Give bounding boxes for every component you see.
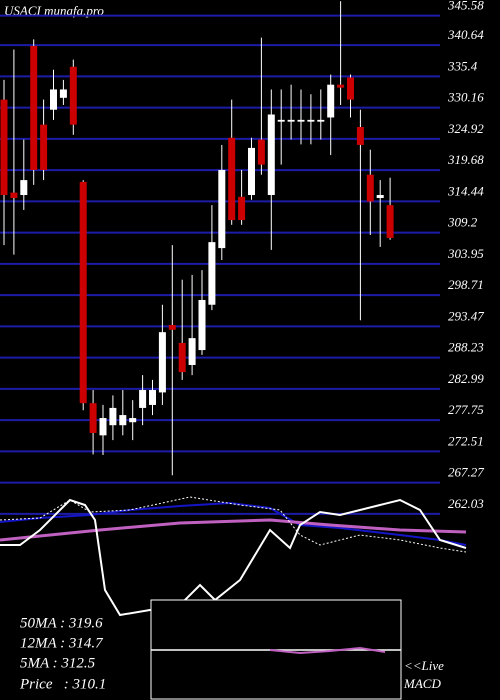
- y-tick-label: 288.23: [448, 340, 484, 355]
- candle-body: [168, 325, 176, 330]
- candle-body: [218, 169, 226, 249]
- indicator-lines: [0, 496, 467, 617]
- candle-body: [30, 45, 38, 170]
- candle-body: [317, 119, 325, 122]
- y-tick-label: 277.75: [448, 402, 484, 417]
- y-tick-label: 267.27: [448, 465, 484, 480]
- candle-body: [198, 299, 206, 351]
- y-tick-label: 293.47: [448, 308, 484, 323]
- y-tick-label: 340.64: [447, 27, 484, 42]
- candle-body: [119, 415, 127, 426]
- y-tick-label: 345.58: [447, 0, 484, 13]
- candle-body: [356, 127, 364, 145]
- candle-body: [327, 84, 335, 118]
- candle-body: [129, 418, 137, 423]
- y-tick-label: 272.51: [448, 433, 484, 448]
- y-tick-label: 319.68: [447, 152, 484, 167]
- candle-body: [257, 139, 265, 165]
- candle-body: [158, 332, 166, 393]
- candle-body: [337, 84, 345, 88]
- y-tick-label: 298.71: [448, 277, 484, 292]
- y-tick-label: 324.92: [447, 121, 484, 136]
- candle-body: [248, 147, 255, 196]
- y-tick-label: 314.44: [447, 183, 484, 198]
- y-tick-label: 330.16: [447, 90, 484, 105]
- candle-body: [228, 137, 236, 221]
- candle-body: [89, 403, 97, 433]
- candle-body: [0, 99, 8, 196]
- candle-body: [238, 196, 246, 221]
- candle-body: [366, 174, 374, 202]
- candle-body: [139, 390, 147, 408]
- candle-body: [297, 119, 305, 122]
- candle-body: [188, 338, 196, 365]
- y-tick-label: 309.2: [447, 215, 478, 230]
- ma-line: [0, 518, 467, 542]
- candle-body: [10, 192, 18, 198]
- candle-body: [50, 89, 57, 110]
- chart-title: USACI munafa.pro: [4, 3, 104, 18]
- ma50: 50MA : 319.6: [20, 615, 103, 631]
- candle-body: [208, 242, 216, 305]
- candle-body: [376, 195, 384, 198]
- candle-body: [99, 418, 107, 436]
- ma12: 12MA : 314.7: [20, 635, 104, 651]
- candle-body: [267, 114, 275, 196]
- y-tick-label: 262.03: [448, 496, 484, 511]
- candle-body: [69, 66, 77, 125]
- candle-body: [40, 124, 48, 170]
- candle-body: [20, 180, 28, 196]
- candle-body: [287, 119, 295, 122]
- macd-line: [0, 498, 467, 617]
- macd-signal: [269, 646, 386, 655]
- macd-label: MACD: [403, 676, 441, 691]
- candle-body: [149, 390, 156, 405]
- candle-body: [178, 342, 186, 373]
- candle-body: [307, 119, 315, 122]
- ma-line: [0, 501, 467, 546]
- ma5: 5MA : 312.5: [20, 655, 96, 671]
- candle-body: [109, 407, 117, 426]
- candle-body: [59, 89, 67, 98]
- y-tick-label: 282.99: [448, 371, 484, 386]
- candle-body: [386, 205, 394, 238]
- candle-body: [79, 181, 87, 404]
- y-tick-label: 303.95: [447, 246, 484, 261]
- candle-body: [347, 77, 354, 100]
- candle-body: [277, 119, 285, 122]
- y-tick-label: 335.4: [447, 58, 478, 73]
- live-label: <<Live: [404, 658, 444, 673]
- price: Price : 310.1: [19, 676, 106, 692]
